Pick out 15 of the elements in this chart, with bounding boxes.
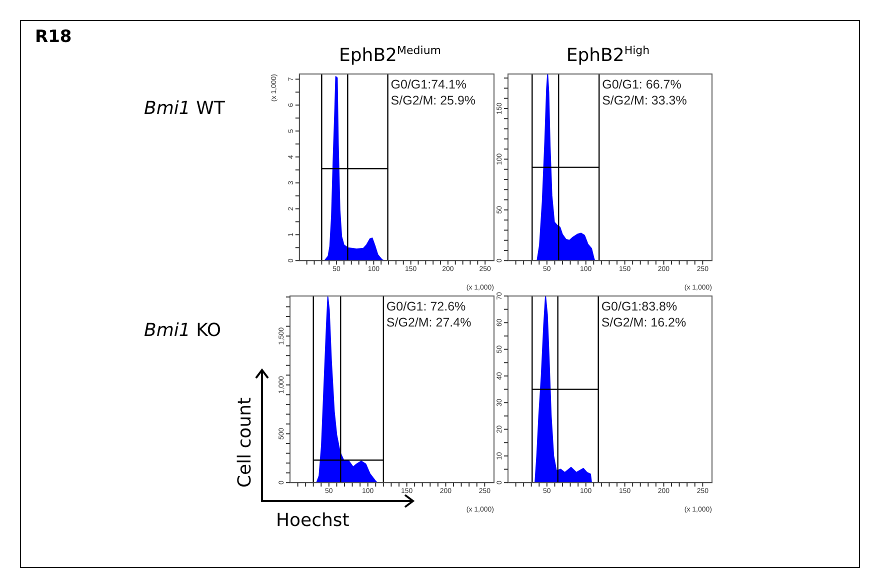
annotation: S/G2/M: 27.4%: [386, 316, 472, 330]
text: R18: [35, 27, 72, 47]
annotation: G0/G1: 66.7%: [602, 78, 682, 92]
text: Hoechst: [276, 510, 350, 531]
annotation: S/G2/M: 16.2%: [601, 316, 686, 330]
annotation: S/G2/M: 25.9%: [390, 94, 476, 108]
annotation: S/G2/M: 33.3%: [602, 94, 687, 108]
annotation: G0/G1: 72.6%: [386, 300, 466, 314]
annotation: G0/G1:74.1%: [390, 78, 467, 92]
chart-title: EphB2$^{High}$: [565, 44, 651, 66]
text: Bmi1 WT: [144, 98, 225, 119]
text: Cell count: [234, 396, 256, 490]
annotation: G0/G1:83.8%: [601, 300, 678, 314]
chart-title: EphB2$^{Medium}$: [338, 44, 442, 66]
text: Bmi1 KO: [144, 320, 222, 341]
